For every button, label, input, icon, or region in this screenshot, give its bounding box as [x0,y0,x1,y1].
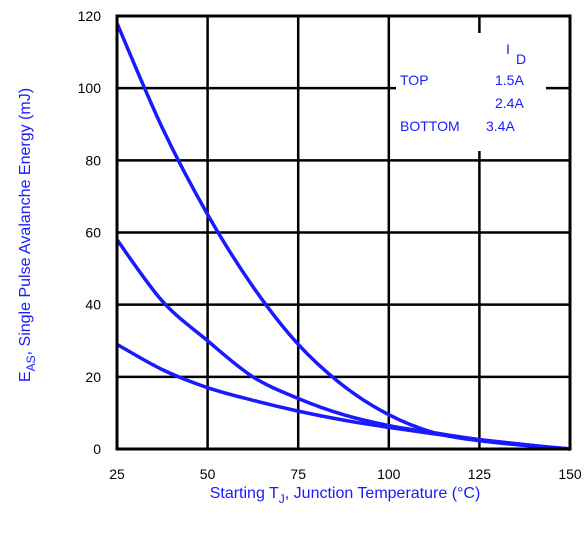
x-tick-labels: 25 50 75 100 125 150 [109,466,582,482]
series-line-2 [115,238,571,451]
y-tick-labels: 0 20 40 60 80 100 120 [78,8,102,457]
x-axis-label: Starting TJ, Junction Temperature (°C) [210,485,481,506]
legend-row-value: 1.5A [495,72,524,88]
legend-header-sub: D [516,51,526,67]
y-tick-label: 20 [85,369,101,385]
legend-box [396,33,546,151]
legend-row-label: TOP [400,72,429,88]
x-tick-label: 125 [468,466,492,482]
curves [115,22,571,451]
x-tick-label: 100 [377,466,401,482]
x-tick-label: 50 [200,466,216,482]
series-line-3 [116,342,571,451]
legend-header-main: I [506,41,510,57]
x-tick-label: 150 [558,466,582,482]
plot-frame [115,14,572,451]
x-tick-label: 25 [109,466,125,482]
y-tick-label: 40 [85,297,101,313]
legend-row-label: BOTTOM [400,118,460,134]
y-tick-label: 100 [78,80,102,96]
y-tick-label: 60 [85,225,101,241]
y-axis-label: EAS, Single Pulse Avalanche Energy (mJ) [17,88,38,382]
y-tick-label: 80 [85,152,101,168]
y-tick-label: 120 [78,8,102,24]
legend-row-value: 3.4A [486,118,515,134]
legend-row-value: 2.4A [495,95,524,111]
y-tick-label: 0 [93,441,101,457]
x-tick-label: 75 [290,466,306,482]
